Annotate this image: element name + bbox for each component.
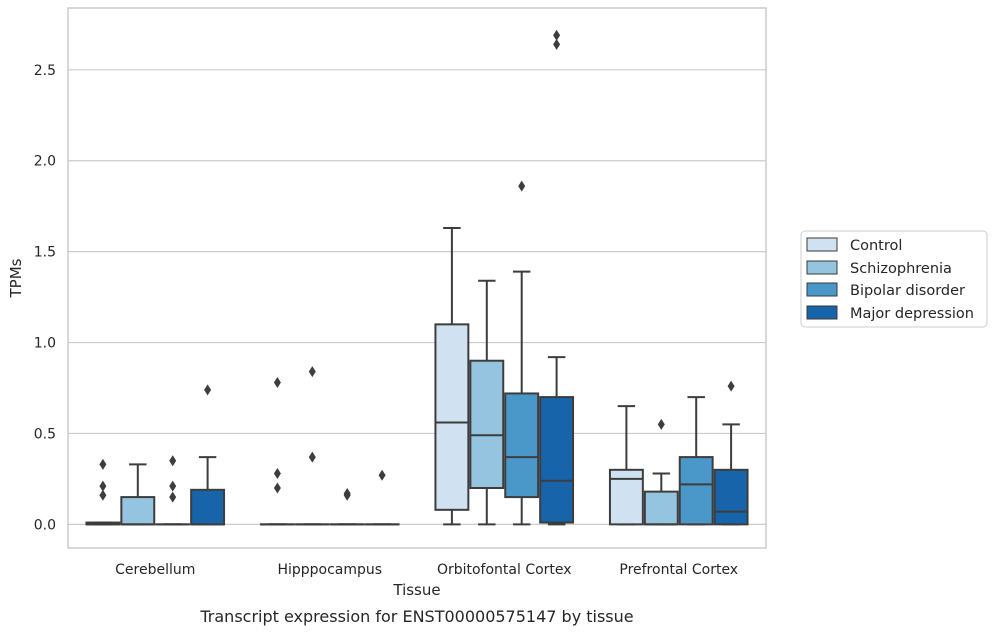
box-major-depression	[539, 29, 575, 526]
outlier-point	[169, 455, 177, 467]
box-major-depression	[713, 380, 749, 526]
box-major-depression	[364, 469, 400, 526]
outlier-point	[273, 482, 281, 494]
outlier-point	[308, 451, 316, 463]
x-tick-label: Orbitofontal Cortex	[437, 562, 572, 578]
legend: Control Schizophrenia Bipolar disorder M…	[800, 230, 988, 328]
legend-label-control: Control	[850, 238, 902, 254]
x-axis-label: Tissue	[392, 581, 440, 599]
box-iqr	[504, 392, 540, 499]
legend-swatch-major-depression	[806, 305, 838, 320]
legend-swatch-control	[806, 237, 838, 252]
box-iqr	[120, 496, 156, 526]
outlier-point	[553, 29, 561, 41]
box-control	[259, 377, 295, 526]
outlier-point	[99, 480, 107, 492]
box-iqr	[643, 490, 679, 526]
outlier-point	[99, 489, 107, 501]
outlier-point	[204, 384, 212, 396]
y-tick-label: 2.5	[34, 63, 56, 79]
legend-label-schizophrenia: Schizophrenia	[850, 261, 952, 277]
outlier-point	[657, 418, 665, 430]
box-iqr	[434, 323, 470, 511]
outlier-point	[273, 467, 281, 479]
legend-frame	[800, 230, 988, 328]
outlier-point	[99, 458, 107, 470]
x-tick-label: Cerebellum	[115, 562, 195, 578]
y-tick-label: 1.5	[34, 245, 56, 261]
box-iqr	[713, 468, 749, 526]
legend-label-bipolar-disorder: Bipolar disorder	[850, 283, 965, 299]
box-iqr	[678, 456, 714, 526]
box-control	[608, 405, 644, 526]
box-bipolar-disorder	[504, 180, 540, 526]
box-bipolar-disorder	[155, 455, 191, 526]
x-tick-label: Hipppocampus	[277, 562, 382, 578]
tick-labels: 0.0 0.5 1.0 1.5 2.0 2.5 Cerebellum Hipppocampus…	[34, 63, 738, 578]
x-tick-label: Prefrontal Cortex	[619, 562, 738, 578]
outlier-point	[518, 180, 526, 192]
outlier-point	[308, 366, 316, 378]
box-schizophrenia	[643, 418, 679, 526]
y-tick-label: 1.0	[34, 336, 56, 352]
outlier-point	[343, 487, 351, 499]
box-bipolar-disorder	[678, 396, 714, 526]
box-iqr	[539, 396, 575, 524]
boxes	[85, 29, 749, 526]
chart-caption: Transcript expression for ENST0000057514…	[199, 607, 633, 626]
outlier-point	[553, 38, 561, 50]
box-bipolar-disorder	[329, 487, 365, 526]
outlier-point	[169, 491, 177, 503]
box-iqr	[469, 359, 505, 489]
box-schizophrenia	[120, 463, 156, 526]
box-schizophrenia	[469, 279, 505, 526]
box-iqr	[190, 488, 226, 526]
box-schizophrenia	[294, 366, 330, 526]
outlier-point	[727, 380, 735, 392]
legend-swatch-bipolar-disorder	[806, 282, 838, 297]
y-tick-label: 0.0	[34, 517, 56, 533]
box-control	[85, 458, 121, 526]
legend-swatch-schizophrenia	[806, 260, 838, 275]
plot-frame	[67, 7, 767, 549]
legend-label-major-depression: Major depression	[850, 306, 974, 322]
box-major-depression	[190, 384, 226, 526]
outlier-point	[169, 480, 177, 492]
outlier-point	[273, 377, 281, 389]
outlier-point	[378, 469, 386, 481]
y-tick-label: 0.5	[34, 426, 56, 442]
y-tick-label: 2.0	[34, 154, 56, 170]
y-axis-label: TPMs	[7, 258, 25, 298]
box-control	[434, 227, 470, 526]
